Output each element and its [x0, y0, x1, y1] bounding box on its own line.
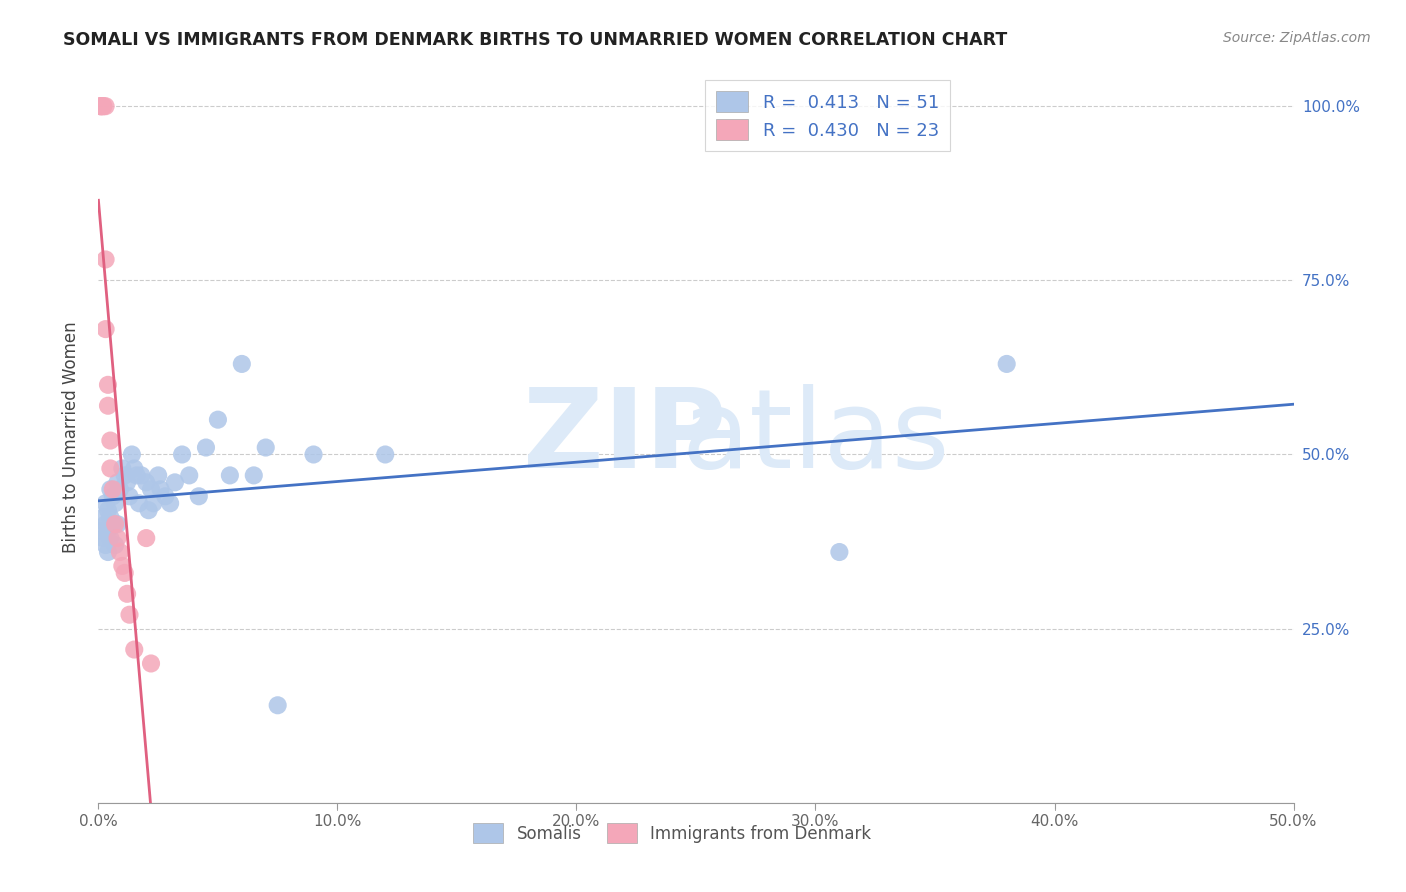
Point [94, 517, 117, 532]
Point [94, 252, 117, 267]
Point [91, 99, 114, 113]
Point [139, 657, 162, 671]
Point [94, 538, 117, 552]
Y-axis label: Births to Unmarried Women: Births to Unmarried Women [62, 321, 80, 553]
Point [195, 441, 218, 455]
Point [118, 489, 141, 503]
Point [995, 357, 1018, 371]
Point [115, 587, 138, 601]
Point [125, 468, 148, 483]
Point [101, 489, 124, 503]
Point [219, 468, 242, 483]
Point [231, 357, 253, 371]
Point [187, 489, 209, 503]
Point [90, 99, 112, 113]
Point [118, 607, 141, 622]
Point [114, 468, 136, 483]
Point [90, 99, 112, 113]
Text: atlas: atlas [682, 384, 949, 491]
Point [98, 483, 122, 497]
Point [131, 468, 153, 483]
Point [108, 545, 131, 559]
Point [114, 566, 136, 580]
Point [97, 524, 120, 538]
Point [97, 377, 120, 392]
Point [243, 468, 266, 483]
Text: ZIP: ZIP [523, 384, 725, 491]
Point [124, 642, 146, 657]
Point [163, 475, 186, 490]
Legend: Somalis, Immigrants from Denmark: Somalis, Immigrants from Denmark [467, 817, 877, 849]
Point [91, 510, 114, 524]
Point [135, 531, 157, 545]
Point [104, 538, 127, 552]
Point [94, 496, 117, 510]
Point [108, 483, 131, 497]
Point [139, 483, 162, 497]
Point [97, 503, 120, 517]
Point [98, 461, 122, 475]
Point [101, 483, 124, 497]
Point [155, 489, 177, 503]
Point [148, 468, 170, 483]
Point [302, 448, 325, 462]
Point [104, 517, 127, 532]
Point [104, 496, 127, 510]
Point [101, 517, 124, 532]
Point [138, 503, 160, 517]
Point [111, 558, 134, 573]
Point [90, 524, 112, 538]
Text: SOMALI VS IMMIGRANTS FROM DENMARK BIRTHS TO UNMARRIED WOMEN CORRELATION CHART: SOMALI VS IMMIGRANTS FROM DENMARK BIRTHS… [63, 31, 1008, 49]
Point [90, 99, 112, 113]
Point [98, 510, 122, 524]
Point [107, 531, 129, 545]
Point [267, 698, 290, 713]
Point [124, 461, 146, 475]
Point [828, 545, 851, 559]
Point [121, 448, 143, 462]
Point [107, 517, 129, 532]
Point [97, 399, 120, 413]
Point [159, 496, 181, 510]
Point [374, 448, 396, 462]
Point [149, 483, 172, 497]
Point [91, 99, 114, 113]
Point [97, 545, 120, 559]
Point [135, 475, 157, 490]
Point [98, 434, 122, 448]
Point [94, 99, 117, 113]
Text: Source: ZipAtlas.com: Source: ZipAtlas.com [1223, 31, 1371, 45]
Point [128, 496, 150, 510]
Point [172, 448, 194, 462]
Point [254, 441, 277, 455]
Point [111, 461, 134, 475]
Point [179, 468, 201, 483]
Point [142, 496, 165, 510]
Point [94, 322, 117, 336]
Point [98, 531, 122, 545]
Point [207, 412, 229, 426]
Point [91, 531, 114, 545]
Point [107, 475, 129, 490]
Point [115, 475, 138, 490]
